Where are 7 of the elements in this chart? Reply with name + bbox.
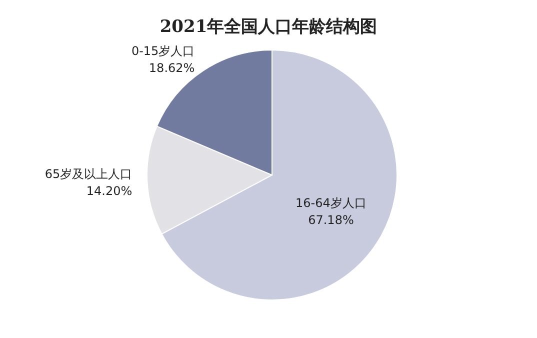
data-label: 18.62% — [148, 60, 195, 75]
data-label: 14.20% — [86, 184, 132, 198]
chart-title: 2021年全国人口年龄结构图 — [160, 17, 378, 37]
data-label: 67.18% — [308, 212, 354, 227]
slice-label: 0-15岁人口 — [131, 44, 195, 58]
slice-label: 65岁及以上人口 — [44, 166, 132, 181]
slice-label: 16-64岁人口 — [296, 196, 366, 210]
